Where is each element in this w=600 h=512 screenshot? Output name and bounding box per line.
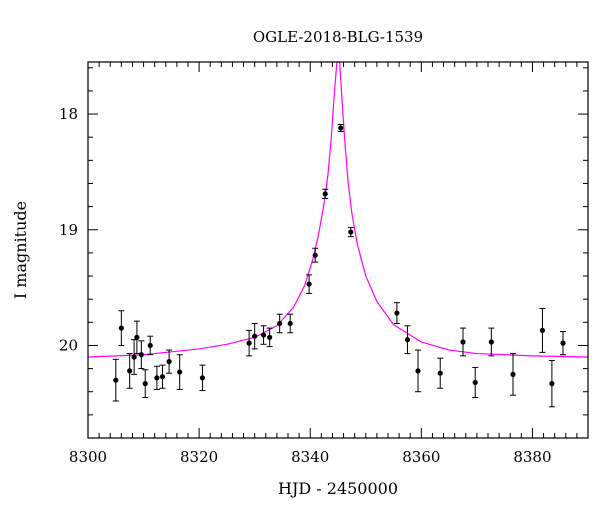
x-tick-label: 8300 (69, 448, 107, 466)
point-marker (472, 379, 478, 386)
point-marker (277, 320, 283, 327)
data-point (176, 354, 183, 390)
x-axis-label: HJD - 2450000 (278, 479, 398, 498)
data-point (472, 366, 479, 399)
point-marker (306, 281, 312, 287)
point-marker (348, 229, 354, 235)
point-marker (113, 377, 119, 383)
y-tick-label: 18 (59, 105, 78, 123)
point-marker (338, 125, 344, 131)
data-point (147, 335, 154, 356)
data-point (510, 353, 516, 396)
data-point (312, 247, 319, 263)
data-point (251, 322, 258, 350)
plot-frame (87, 61, 589, 439)
point-marker (312, 252, 318, 258)
y-tick-label: 20 (59, 336, 78, 354)
chart-title: OGLE-2018-BLG-1539 (253, 28, 423, 46)
point-marker (138, 352, 144, 358)
point-marker (142, 381, 148, 387)
data-point (246, 329, 253, 357)
x-tick-label: 8380 (513, 448, 551, 466)
data-point (153, 365, 160, 390)
point-marker (199, 375, 206, 381)
point-marker (460, 339, 466, 345)
y-tick-label: 19 (59, 221, 78, 239)
data-point (560, 331, 566, 356)
point-marker (118, 325, 124, 331)
model-curve (88, 62, 588, 358)
data-point (126, 353, 133, 389)
point-marker (437, 370, 443, 376)
point-marker (549, 381, 555, 387)
point-marker (252, 333, 258, 339)
data-point (133, 320, 140, 355)
point-marker (510, 371, 516, 377)
data-point (266, 327, 273, 348)
x-tick-label: 8320 (180, 448, 218, 466)
point-marker (177, 369, 183, 375)
data-point (260, 325, 267, 345)
data-point (404, 325, 411, 355)
point-marker (404, 337, 411, 343)
data-point (548, 359, 555, 408)
point-marker (415, 368, 421, 374)
data-point (159, 364, 166, 389)
point-marker (246, 340, 252, 346)
data-point (131, 339, 138, 375)
x-tick-label: 8340 (291, 448, 329, 466)
point-marker (287, 320, 293, 327)
point-marker (260, 332, 267, 338)
data-point (276, 313, 283, 334)
y-axis-label: I magnitude (11, 201, 30, 299)
model-layer (88, 62, 588, 358)
x-tick-label: 8360 (402, 448, 440, 466)
point-marker (560, 340, 566, 346)
point-marker (147, 342, 153, 349)
data-point (488, 327, 495, 357)
point-marker (322, 191, 328, 197)
data-point (166, 349, 173, 374)
data-point (539, 307, 546, 353)
data-point (306, 274, 313, 294)
data-point (142, 369, 149, 399)
data-point (287, 313, 294, 334)
points-layer (112, 123, 566, 408)
point-marker (127, 368, 133, 374)
point-marker (134, 334, 140, 340)
point-marker (394, 310, 400, 316)
point-marker (154, 375, 160, 381)
data-point (437, 357, 444, 389)
data-point (112, 358, 119, 402)
data-point (393, 302, 400, 324)
data-point (337, 123, 344, 132)
point-marker (539, 327, 546, 334)
point-marker (159, 374, 166, 380)
y-tick-labels: 18 19 20 (59, 105, 78, 354)
data-point (347, 226, 354, 238)
data-point (322, 188, 329, 200)
data-point (138, 340, 145, 370)
x-tick-labels: 8300 8320 8340 8360 8380 (69, 448, 552, 466)
point-marker (131, 354, 137, 360)
minor-ticks (88, 62, 589, 439)
point-marker (267, 334, 273, 340)
data-point (199, 364, 206, 392)
data-point (118, 310, 125, 346)
point-marker (488, 339, 494, 345)
point-marker (166, 359, 172, 365)
data-point (415, 349, 421, 393)
data-point (460, 327, 466, 357)
